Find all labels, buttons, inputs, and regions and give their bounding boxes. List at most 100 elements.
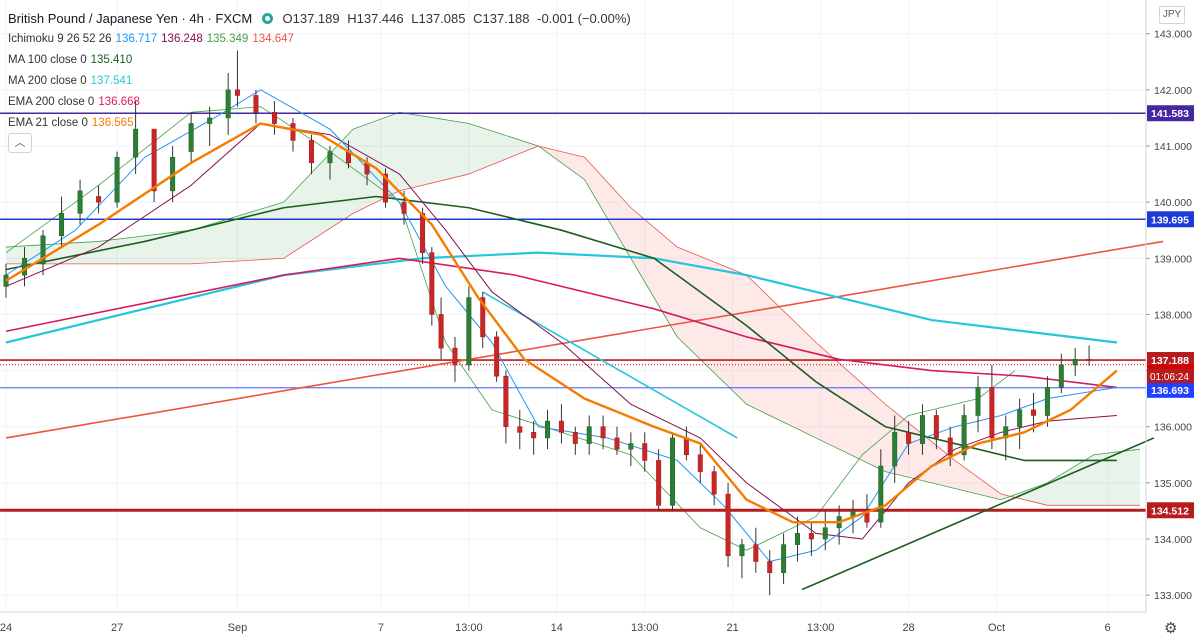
collapse-legend-button[interactable]: ︿ [8,133,32,153]
time-tick-label: 21 [727,622,739,634]
candle-body [466,297,472,366]
candle-body [878,465,884,523]
candle-body [114,156,120,203]
price-tick-label: 141.000 [1154,141,1192,153]
candle-body [656,460,662,506]
ohlc-change: -0.001 (−0.00%) [537,11,631,26]
kumo-bullish [1015,449,1140,506]
time-tick-label: 28 [902,622,914,634]
candle-body [420,213,426,253]
candle-body [794,533,800,545]
candle-body [947,437,953,456]
time-tick-label: 24 [0,622,12,634]
kumo-bearish [542,147,1016,500]
indicator-row[interactable]: MA 200 close 0 137.541 [8,71,631,92]
indicator-label: MA 200 close 0 [8,75,87,87]
price-tick-label: 142.000 [1154,85,1192,97]
indicator-label: EMA 200 close 0 [8,96,95,108]
level-label: 137.188 [1151,355,1189,367]
price-tick-label: 139.000 [1154,253,1192,265]
senkou-span-a-line [5,111,1141,501]
senkou-span-b-line [6,145,1140,506]
candle-body [725,493,731,557]
candle-body [59,213,65,237]
gear-icon[interactable]: ⚙ [1164,620,1178,637]
level-label-box [1147,105,1194,122]
candle-body [225,89,231,119]
level-label-box [1147,211,1194,228]
candle-body [308,140,314,164]
candle-body [642,443,648,461]
indicator-row[interactable]: EMA 21 close 0 136.565 [8,113,631,134]
candle-body [1086,359,1092,361]
candle-body [438,314,444,349]
candle-body [133,128,139,158]
candle-body [808,533,814,540]
ohlc-high: H137.446 [347,11,404,26]
candle-body [503,375,509,428]
candle-body [480,297,486,338]
candle-body [452,347,458,366]
price-tick-label: 140.000 [1154,197,1192,209]
price-tick-label: 134.000 [1154,534,1192,546]
indicator-row[interactable]: Ichimoku 9 26 52 26 136.717 136.248 135.349… [8,29,631,50]
indicator-row[interactable]: MA 100 close 0 135.410 [8,50,631,71]
candle-body [22,257,28,276]
candle-body [77,190,83,214]
candle-body [40,235,46,265]
ohlc-close: C137.188 [473,11,530,26]
trendline-green [801,437,1155,591]
level-label-box [1147,381,1194,398]
candle-body [683,437,689,456]
price-tick-label: 133.000 [1154,590,1192,602]
candle-body [271,111,277,124]
candle-body [151,128,157,192]
time-tick-label: 13:00 [807,622,835,634]
chart-legend: British Pound / Japanese Yen · 4h · FXCM… [8,8,631,134]
candle-body [572,432,578,444]
candle-body [253,95,259,113]
candle-body [1072,359,1078,366]
indicator-row[interactable]: EMA 200 close 0 136.668 [8,92,631,113]
time-tick-label: 13:00 [631,622,659,634]
indicator-label: EMA 21 close 0 [8,117,88,129]
indicator-value: 135.349 [206,33,249,45]
candle-body [545,420,551,439]
level-label: 139.695 [1151,214,1189,226]
ohlc-low: L137.085 [411,11,466,26]
candle-body [586,426,592,444]
candle-body [429,252,435,315]
price-tick-label: 138.000 [1154,309,1192,321]
candle-body [1044,387,1050,416]
time-tick-label: 27 [111,622,123,634]
kumo-bullish [6,112,543,264]
candle-body [1017,409,1023,428]
time-tick-label: 13:00 [455,622,483,634]
candle-body [614,437,620,450]
candle-body [494,336,500,377]
candle-body [933,415,939,439]
time-tick-label: Sep [228,622,248,634]
ema200-line [5,257,1117,389]
candle-body [96,196,102,203]
candle-body [697,454,703,472]
chikou-line [5,106,1016,551]
candle-body [739,544,745,557]
level-label-box [1147,502,1194,519]
symbol-row: British Pound / Japanese Yen · 4h · FXCM… [8,8,631,29]
candle-body [188,123,194,152]
ema21-line [5,122,1118,524]
candle-body [234,89,240,96]
currency-label[interactable]: JPY [1159,6,1185,24]
indicator-value: 135.410 [90,54,133,66]
indicator-value: 136.565 [91,117,134,129]
level-label-box [1147,352,1194,369]
candle-body [531,432,537,439]
candle-body [327,151,333,164]
indicator-value: 137.541 [90,75,133,87]
candle-body [906,432,912,444]
countdown-box [1147,369,1194,384]
candle-body [753,544,759,562]
trendline-red [5,240,1164,439]
